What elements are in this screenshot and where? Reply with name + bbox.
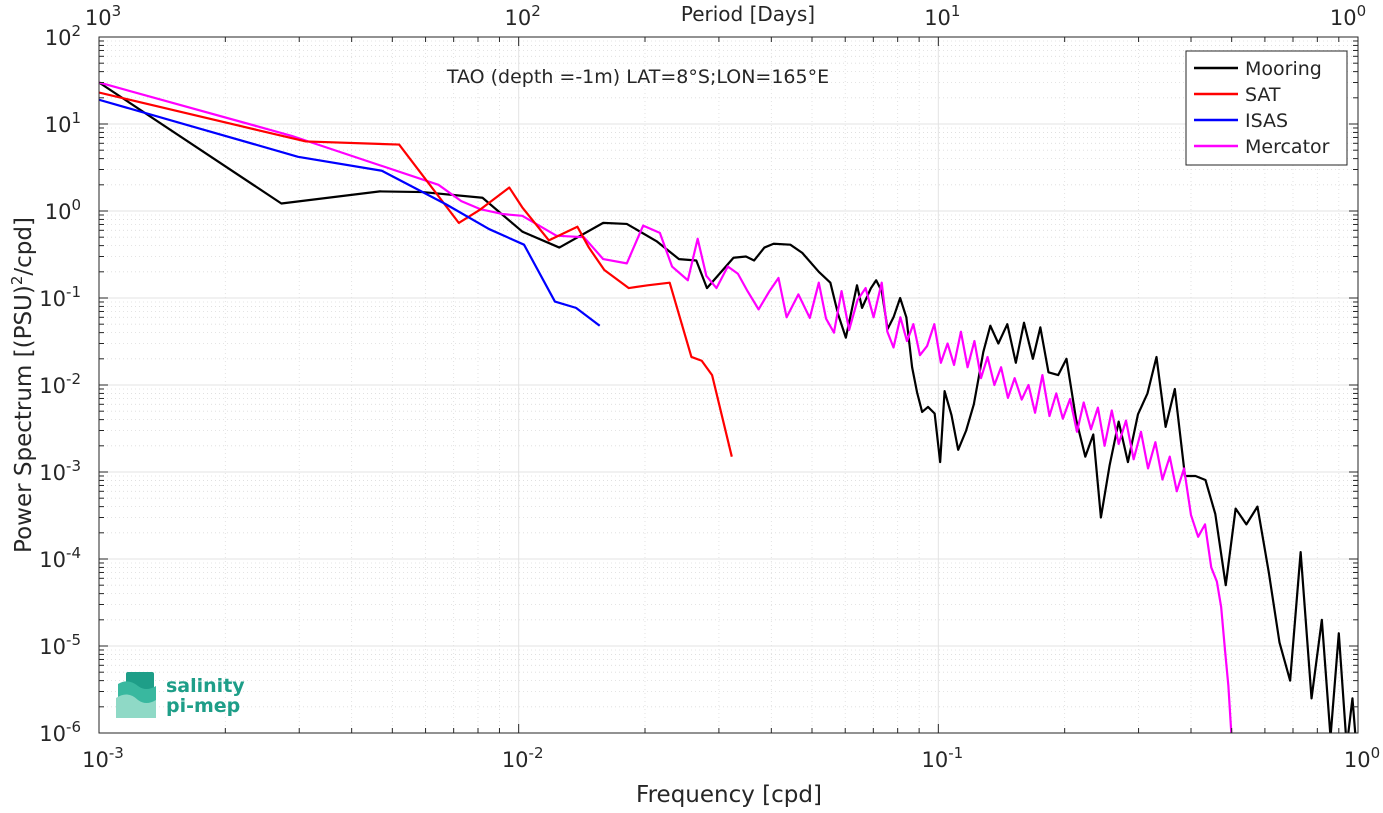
legend: Mooring SAT ISAS Mercator <box>1185 50 1348 166</box>
y-axis-label: Power Spectrum [(PSU)2/cpd] <box>8 217 37 553</box>
top-tick-label-base: 10 <box>85 6 112 30</box>
y-tick-label-exp: 0 <box>71 196 81 214</box>
y-tick-label-base: 10 <box>45 113 72 137</box>
y-axis-label-main: Power Spectrum [(PSU) <box>11 285 37 553</box>
y-tick-label-base: 10 <box>45 200 72 224</box>
y-tick-label: 10-5 <box>39 631 81 659</box>
y-tick-label-base: 10 <box>39 374 66 398</box>
y-tick-label-base: 10 <box>39 635 66 659</box>
y-tick-label-base: 10 <box>39 722 66 746</box>
y-tick-label: 100 <box>45 196 81 224</box>
y-tick-label-exp: -5 <box>66 631 81 649</box>
series-line-mooring <box>99 81 1357 733</box>
y-tick-label-exp: 1 <box>71 109 81 127</box>
y-tick-label: 101 <box>45 109 81 137</box>
y-tick-label: 102 <box>45 22 81 50</box>
x-tick-label: 10-2 <box>502 744 544 772</box>
y-tick-label-base: 10 <box>39 548 66 572</box>
y-tick-label: 10-1 <box>39 283 81 311</box>
x-tick-label-base: 10 <box>1344 748 1371 772</box>
y-tick-label: 10-6 <box>39 718 81 746</box>
x-tick-label-exp: 0 <box>1371 744 1381 762</box>
logo-text-line2: pi-mep <box>166 695 240 717</box>
x-tick-label-exp: -3 <box>109 744 124 762</box>
logo-wave-front <box>116 694 156 718</box>
logo-text-line1: salinity <box>166 675 245 697</box>
y-tick-label-base: 10 <box>39 461 66 485</box>
y-tick-label-exp: -2 <box>66 370 81 388</box>
top-tick-label-base: 10 <box>505 6 532 30</box>
legend-label-mercator: Mercator <box>1245 136 1330 158</box>
top-tick-label: 102 <box>505 2 541 30</box>
x-tick-label: 100 <box>1344 744 1380 772</box>
top-tick-label-exp: 2 <box>531 2 541 20</box>
x-axis-label: Frequency [cpd] <box>636 782 822 808</box>
series-line-mercator <box>99 81 1233 733</box>
salinity-pi-mep-logo: salinity pi-mep <box>116 672 245 718</box>
y-tick-label-exp: -1 <box>66 283 81 301</box>
top-tick-label: 100 <box>1330 2 1366 30</box>
x-tick-label: 10-1 <box>921 744 963 772</box>
y-tick-label-exp: 2 <box>71 22 81 40</box>
x-tick-label-base: 10 <box>502 748 529 772</box>
x-tick-label-exp: -1 <box>948 744 963 762</box>
y-tick-label: 10-4 <box>39 544 81 572</box>
y-axis-label-tail: /cpd] <box>11 217 37 276</box>
y-tick-label-exp: -6 <box>66 718 81 736</box>
y-tick-label-base: 10 <box>45 26 72 50</box>
x-tick-label-base: 10 <box>82 748 109 772</box>
y-tick-label: 10-2 <box>39 370 81 398</box>
x-tick-label-exp: -2 <box>529 744 544 762</box>
top-tick-label: 103 <box>85 2 121 30</box>
top-tick-label-exp: 0 <box>1357 2 1367 20</box>
y-axis-label-sup: 2 <box>8 276 26 286</box>
x-tick-label-base: 10 <box>921 748 948 772</box>
chart-title: TAO (depth =-1m) LAT=8°S;LON=165°E <box>446 66 829 88</box>
legend-label-isas: ISAS <box>1245 110 1288 132</box>
top-tick-label-exp: 3 <box>112 2 122 20</box>
y-tick-label-exp: -3 <box>66 457 81 475</box>
top-tick-label-exp: 1 <box>951 2 961 20</box>
y-tick-label: 10-3 <box>39 457 81 485</box>
x-tick-label: 10-3 <box>82 744 124 772</box>
series-line-isas <box>99 98 601 327</box>
y-tick-label-base: 10 <box>39 287 66 311</box>
y-tick-label-exp: -4 <box>66 544 81 562</box>
series-line-sat <box>99 91 733 457</box>
top-axis-label: Period [Days] <box>681 2 815 26</box>
series-layer <box>99 81 1357 733</box>
top-tick-label-base: 10 <box>924 6 951 30</box>
legend-label-mooring: Mooring <box>1245 58 1322 80</box>
top-tick-label-base: 10 <box>1330 6 1357 30</box>
top-tick-label: 101 <box>924 2 960 30</box>
grid-layer <box>98 36 1359 734</box>
legend-label-sat: SAT <box>1245 84 1281 106</box>
